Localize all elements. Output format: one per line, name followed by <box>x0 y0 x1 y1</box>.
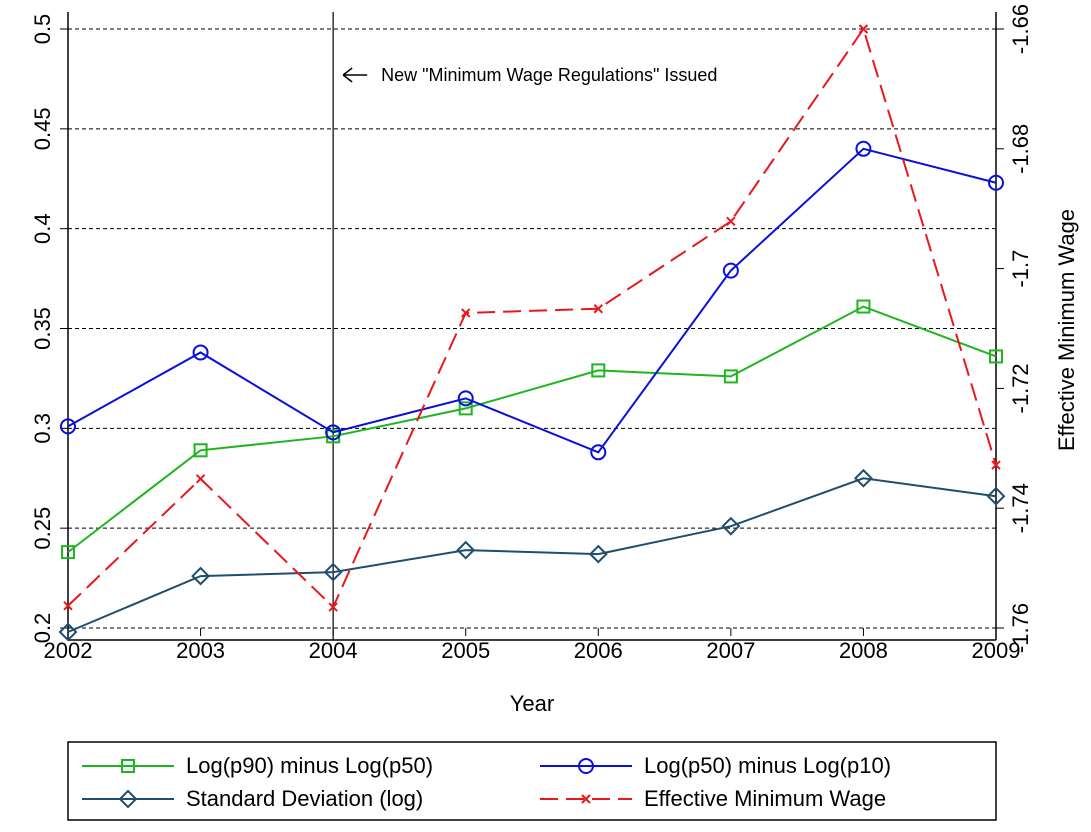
marker <box>328 602 338 612</box>
legend-marker <box>121 759 135 773</box>
marker <box>195 474 206 484</box>
marker <box>60 418 76 435</box>
x-tick-label: 2006 <box>574 638 623 663</box>
x-tick-label: 2007 <box>706 638 755 663</box>
marker <box>854 468 873 488</box>
legend-label: Effective Minimum Wage <box>644 786 886 811</box>
legend-marker <box>578 758 594 774</box>
legend-label: Standard Deviation (log) <box>186 786 423 811</box>
y-tick-label: 0.4 <box>30 213 55 244</box>
y-tick-label: 0.2 <box>30 613 55 644</box>
annotation-arrow <box>342 67 368 83</box>
marker <box>63 601 73 611</box>
marker <box>858 24 869 34</box>
y2-tick-label: -1.66 <box>1008 4 1033 54</box>
x-tick-label: 2003 <box>176 638 225 663</box>
marker <box>323 562 343 582</box>
marker <box>593 304 603 314</box>
series-line <box>67 147 997 454</box>
marker <box>193 443 208 458</box>
series-line <box>67 26 997 609</box>
legend-box <box>67 741 997 821</box>
y-tick-label: 0.5 <box>30 14 55 45</box>
marker <box>590 444 607 461</box>
marker <box>726 216 736 226</box>
annotation: New "Minimum Wage Regulations" Issued <box>381 65 717 85</box>
legend-label: Log(p90) minus Log(p50) <box>186 753 433 778</box>
marker <box>458 401 473 416</box>
marker <box>588 544 608 564</box>
x-axis-title: Year <box>510 691 554 716</box>
legend-marker <box>581 794 591 804</box>
marker <box>461 308 471 318</box>
x-tick-label: 2005 <box>441 638 490 663</box>
marker <box>457 390 474 407</box>
marker <box>722 262 739 279</box>
marker <box>61 545 75 560</box>
y2-tick-label: -1.74 <box>1008 483 1033 533</box>
marker <box>325 424 342 441</box>
y2-tick-label: -1.68 <box>1008 124 1033 174</box>
x-tick-label: 2008 <box>839 638 888 663</box>
y2-tick-label: -1.7 <box>1008 250 1033 288</box>
marker <box>855 140 872 157</box>
series-line <box>67 305 997 553</box>
marker <box>191 566 210 586</box>
marker <box>192 344 209 361</box>
x-tick-label: 2009 <box>972 638 1021 663</box>
y-tick-label: 0.35 <box>30 307 55 350</box>
y-tick-label: 0.25 <box>30 507 55 550</box>
y2-tick-label: -1.76 <box>1008 603 1033 653</box>
marker <box>986 486 1006 506</box>
marker <box>989 349 1003 364</box>
x-tick-label: 2004 <box>309 638 358 663</box>
marker <box>591 363 606 378</box>
marker <box>58 622 78 642</box>
marker <box>988 174 1004 191</box>
marker <box>856 299 871 314</box>
legend-marker <box>118 789 138 809</box>
y-tick-label: 0.45 <box>30 107 55 150</box>
marker <box>456 540 476 560</box>
marker <box>723 369 738 384</box>
y2-tick-label: -1.72 <box>1008 363 1033 413</box>
y2-axis-title: Effective Minimum Wage <box>1054 209 1079 451</box>
series-line <box>67 477 997 633</box>
marker <box>991 460 1001 470</box>
x-tick-label: 2002 <box>44 638 93 663</box>
legend-label: Log(p50) minus Log(p10) <box>644 753 891 778</box>
y-tick-label: 0.3 <box>30 413 55 444</box>
marker <box>721 516 741 536</box>
